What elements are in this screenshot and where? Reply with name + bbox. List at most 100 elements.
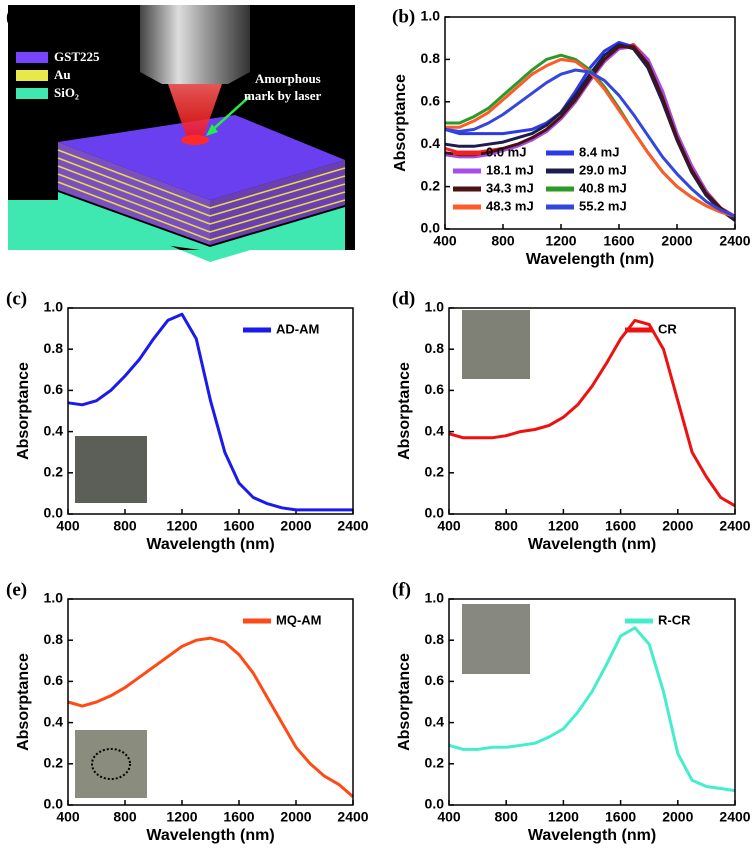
amorphous-mark — [181, 135, 209, 145]
y-tick-label: 0.4 — [425, 422, 445, 438]
x-tick-label: 800 — [495, 518, 519, 534]
legend-swatch — [16, 88, 48, 99]
legend-label: 0.0 mJ — [486, 144, 526, 159]
y-tick-label: 0.8 — [425, 631, 445, 647]
inset-photo — [75, 436, 147, 503]
legend-label: 29.0 mJ — [579, 162, 627, 177]
x-axis-title: Wavelength (nm) — [528, 827, 656, 844]
x-tick-label: 1600 — [605, 809, 636, 825]
annotation: mark by laser — [244, 88, 322, 103]
schematic: GST225 Au SiO₂ Amorphous mark by laser — [8, 5, 355, 262]
y-tick-label: 0.4 — [44, 713, 64, 729]
y-tick-label: 0.8 — [421, 50, 441, 66]
y-tick-label: 1.0 — [425, 299, 445, 315]
au-stripes — [57, 149, 346, 241]
panel-label: (b) — [392, 6, 415, 27]
inset-mark — [91, 748, 131, 780]
x-tick-label: 800 — [491, 233, 515, 249]
data-line — [444, 45, 736, 220]
x-tick-label: 1600 — [223, 809, 254, 825]
inset-photo — [462, 604, 530, 674]
legend-label: R-CR — [658, 612, 691, 627]
y-tick-label: 0.8 — [44, 340, 64, 356]
layer-label: SiO₂ — [54, 85, 79, 100]
x-tick-label: 1200 — [548, 809, 579, 825]
y-tick-label: 0.0 — [421, 220, 441, 236]
panel-label: (e) — [6, 579, 27, 600]
legend-swatch — [16, 52, 48, 63]
x-tick-label: 800 — [113, 518, 137, 534]
y-tick-label: 0.0 — [425, 796, 445, 812]
legend-label: CR — [658, 321, 677, 336]
x-tick-label: 800 — [113, 809, 137, 825]
gst-top — [58, 115, 345, 200]
x-tick-label: 400 — [437, 809, 461, 825]
y-tick-label: 0.2 — [44, 755, 64, 771]
x-axis-title: Wavelength (nm) — [146, 536, 274, 553]
legend-label: 8.4 mJ — [579, 144, 619, 159]
x-tick-label: 2000 — [280, 809, 311, 825]
y-tick-label: 0.8 — [44, 631, 64, 647]
y-tick-label: 0.2 — [425, 755, 445, 771]
y-tick-label: 0.6 — [425, 672, 445, 688]
x-tick-label: 2400 — [719, 809, 750, 825]
x-tick-label: 2400 — [337, 809, 368, 825]
legend-label: 48.3 mJ — [486, 198, 534, 213]
data-line — [448, 318, 736, 508]
plot-frame — [67, 307, 354, 515]
y-tick-label: 0.6 — [44, 381, 64, 397]
y-axis-title: Absorptance — [396, 362, 413, 460]
y-axis-title: Absorptance — [15, 362, 32, 460]
data-line — [448, 626, 736, 793]
y-tick-label: 0.2 — [421, 177, 441, 193]
panel-label: (c) — [6, 288, 27, 309]
x-tick-label: 2000 — [661, 233, 692, 249]
x-axis-title: Wavelength (nm) — [526, 251, 654, 268]
legend-label: 40.8 mJ — [579, 180, 627, 195]
legend-swatch — [16, 70, 48, 81]
x-tick-label: 1600 — [223, 518, 254, 534]
x-tick-label: 800 — [495, 809, 519, 825]
x-tick-label: 2000 — [280, 518, 311, 534]
layer-stack-left — [58, 142, 210, 245]
y-tick-label: 0.2 — [44, 464, 64, 480]
x-axis-title: Wavelength (nm) — [146, 827, 274, 844]
x-tick-label: 1200 — [166, 809, 197, 825]
plot-frame — [448, 307, 736, 515]
inset-photo — [462, 310, 530, 379]
data-line — [67, 636, 354, 798]
plot-frame — [67, 598, 354, 806]
legend-label: 55.2 mJ — [579, 198, 627, 213]
y-tick-label: 0.0 — [44, 505, 64, 521]
y-axis-title: Absorptance — [396, 653, 413, 751]
y-tick-label: 0.2 — [425, 464, 445, 480]
arrow — [209, 95, 251, 133]
arrow-head — [206, 124, 218, 136]
data-line — [67, 312, 353, 512]
y-tick-label: 1.0 — [425, 590, 445, 606]
x-tick-label: 400 — [56, 518, 80, 534]
objective-lens — [140, 5, 250, 84]
x-axis-title: Wavelength (nm) — [528, 536, 656, 553]
sio2-base — [58, 192, 345, 250]
y-tick-label: 0.6 — [421, 93, 441, 109]
panel-label: (a) — [6, 6, 28, 27]
plot-frame — [444, 16, 736, 230]
x-tick-label: 2400 — [719, 518, 750, 534]
annotation: Amorphous — [255, 71, 321, 86]
y-axis-title: Absorptance — [392, 74, 409, 172]
y-tick-label: 0.8 — [425, 340, 445, 356]
x-tick-label: 2400 — [337, 518, 368, 534]
x-tick-label: 400 — [433, 233, 457, 249]
panel-label: (d) — [392, 288, 415, 309]
y-tick-label: 0.0 — [44, 796, 64, 812]
y-tick-label: 0.0 — [425, 505, 445, 521]
x-tick-label: 400 — [56, 809, 80, 825]
panel-label: (f) — [392, 579, 411, 600]
inset-photo — [75, 730, 147, 798]
y-tick-label: 0.6 — [425, 381, 445, 397]
y-tick-label: 1.0 — [421, 8, 441, 24]
plot-frame — [448, 598, 736, 806]
x-tick-label: 2000 — [662, 809, 693, 825]
